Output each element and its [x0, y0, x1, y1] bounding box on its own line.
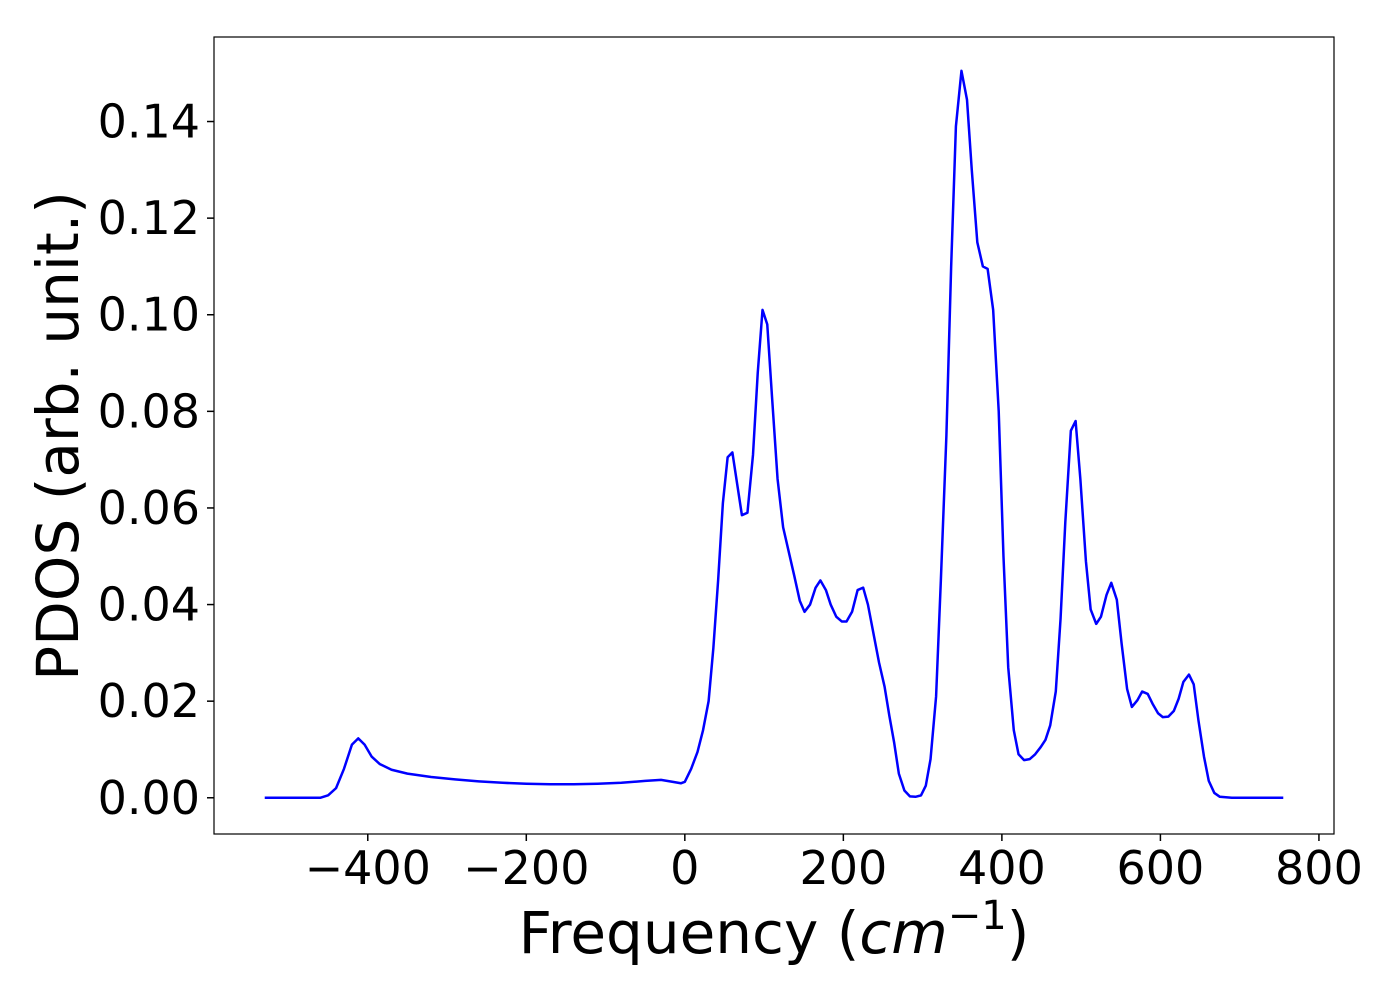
y-tick-label: 0.14 [98, 95, 200, 149]
y-tick-label: 0.12 [98, 191, 200, 245]
x-tick-label: −200 [463, 841, 589, 895]
x-label-part: cm [859, 899, 947, 967]
y-tick-label: 0.06 [98, 481, 200, 535]
data-line [264, 69, 1284, 800]
y-tick-label: 0.04 [98, 578, 200, 632]
x-label-part: −1 [948, 893, 1007, 939]
x-tick-label: −400 [305, 841, 431, 895]
x-tick-label: 200 [799, 841, 887, 895]
x-label-part: ) [1007, 899, 1030, 967]
x-label-part: Frequency ( [519, 899, 860, 967]
x-tick-label: 800 [1275, 841, 1363, 895]
y-tick-label: 0.08 [98, 384, 200, 438]
y-tick-label: 0.00 [98, 771, 200, 825]
y-tick-label: 0.10 [98, 288, 200, 342]
y-tick-label: 0.02 [98, 674, 200, 728]
plot-frame [213, 36, 1335, 835]
y-axis-label: PDOS (arb. unit.) [24, 191, 92, 681]
x-tick-label: 0 [670, 841, 699, 895]
x-tick-label: 600 [1117, 841, 1205, 895]
x-axis-label: Frequency (cm−1) [519, 893, 1030, 967]
x-tick-label: 400 [958, 841, 1046, 895]
